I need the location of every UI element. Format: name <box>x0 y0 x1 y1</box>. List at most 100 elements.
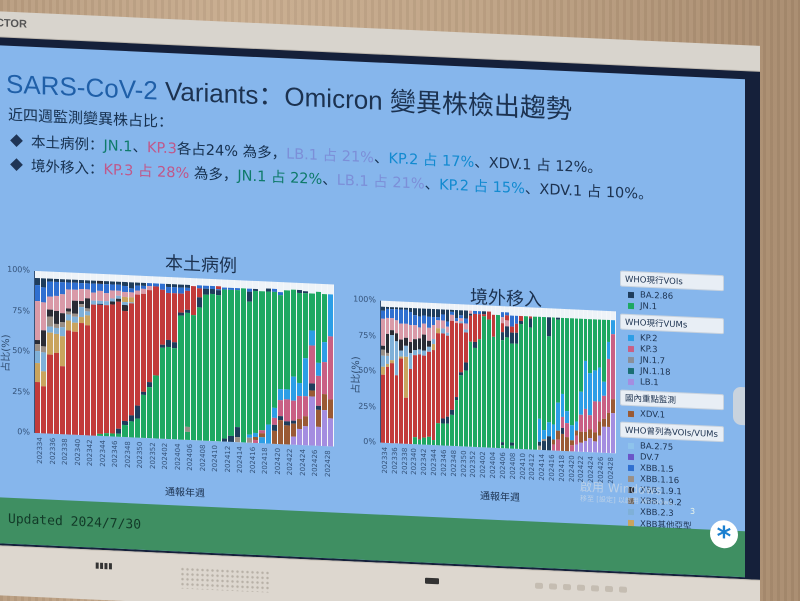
bar-segment <box>35 277 41 286</box>
stacked-bar-chart-imported <box>380 300 617 454</box>
bar-segment <box>574 444 579 452</box>
bar-segment <box>560 317 565 395</box>
bar-segment <box>53 334 59 354</box>
bar-segment <box>611 333 616 400</box>
bar-segment <box>246 437 253 443</box>
bar-segment <box>47 354 53 434</box>
bar-segment <box>140 293 147 392</box>
bar-segment <box>209 293 215 442</box>
monitor: ACTOR SARS-CoV-2 Variants：Omicron 變異株檢出趨… <box>0 10 760 601</box>
bar-segment <box>197 288 203 299</box>
bar-segment <box>35 381 41 434</box>
slide-side-handle[interactable] <box>733 386 745 426</box>
bar-segment <box>315 426 321 446</box>
bullet-part: JN.1 <box>103 138 133 156</box>
x-tick-label: 202334 <box>36 437 45 465</box>
x-tick-label: 202334 <box>380 446 389 474</box>
x-tick-label: 202428 <box>323 450 332 478</box>
bar-segment <box>178 315 184 440</box>
bar-segment <box>417 438 422 445</box>
bar-segment <box>546 316 551 337</box>
x-tick-label: 202414 <box>236 446 245 474</box>
bar-segment <box>53 352 59 435</box>
bar-segment <box>315 376 321 406</box>
x-tick-label: 202406 <box>186 443 195 471</box>
bar-segment <box>78 288 84 302</box>
legend-swatch-icon <box>628 302 634 309</box>
legend-label: LB.1 <box>640 376 659 388</box>
bar-segment <box>122 424 128 438</box>
usb-port <box>425 577 439 585</box>
bar-segment <box>228 289 234 436</box>
bar-segment <box>533 316 537 450</box>
bar-segment <box>463 310 468 319</box>
bullet-label: 本土病例： <box>31 134 104 155</box>
bar-segment <box>602 395 606 419</box>
bar-segment <box>234 427 240 438</box>
bar-segment <box>431 316 436 326</box>
bar-segment <box>408 311 413 326</box>
legend-swatch-icon <box>628 291 634 298</box>
bar-segment <box>321 342 328 363</box>
x-tick-label: 202342 <box>86 439 95 467</box>
bar-segment <box>215 295 222 442</box>
bar-segment <box>290 376 296 402</box>
x-tick-label: 202404 <box>489 451 498 479</box>
x-tick-label: 202414 <box>538 453 547 481</box>
bar-segment <box>321 410 328 447</box>
monitor-logo: ▮▮▮▮ <box>95 560 113 571</box>
bar-segment <box>551 424 556 440</box>
bar-segment <box>47 332 53 355</box>
bar-segment <box>328 336 334 400</box>
legend-group-title: WHO現行VUMs <box>620 313 724 335</box>
bar-segment <box>278 419 284 445</box>
bar-segment <box>422 323 427 335</box>
bar-segment <box>394 332 399 342</box>
x-tick-label: 202420 <box>567 455 576 483</box>
legend-group-title: WHO現行VOIs <box>620 270 724 292</box>
bar-segment <box>315 410 321 427</box>
bar-segment <box>321 361 328 395</box>
bar-segment <box>399 323 404 341</box>
bar-segment <box>35 362 41 382</box>
x-tick-label: 202348 <box>123 440 132 469</box>
bar-segment <box>510 343 514 444</box>
bar-segment <box>565 411 569 423</box>
bar-segment <box>178 293 184 313</box>
bar-segment <box>556 402 560 431</box>
bar-segment <box>190 315 197 441</box>
bar-segment <box>128 421 134 438</box>
bar-segment <box>560 433 565 451</box>
bar-segment <box>134 418 140 438</box>
bar-segment <box>53 310 59 324</box>
bar-segment <box>514 332 519 344</box>
bar-segment <box>593 318 597 371</box>
bar-segment <box>47 281 53 297</box>
legend-swatch-icon <box>628 519 634 526</box>
bar-segment <box>579 414 583 432</box>
bar-segment <box>404 323 408 338</box>
bar-segment <box>172 293 178 343</box>
bar-segment <box>259 290 265 431</box>
bar-segment <box>500 331 505 341</box>
bar-segment <box>47 309 53 318</box>
bar-segment <box>47 296 53 310</box>
bar-segment <box>259 436 265 444</box>
bar-segment <box>468 341 473 447</box>
x-tick-label: 202336 <box>390 447 399 475</box>
bar-segment <box>579 443 583 452</box>
bar-segment <box>41 352 47 372</box>
bar-segment <box>431 308 436 318</box>
bullet-part: 、 <box>424 176 440 194</box>
x-tick-label: 202346 <box>111 440 120 468</box>
bar-segment <box>278 294 284 390</box>
y-tick-label: 50% <box>12 345 30 356</box>
bar-segment <box>321 394 328 411</box>
bar-segment <box>103 432 109 437</box>
cdc-logo-icon: * <box>710 519 738 554</box>
bar-segment <box>147 290 153 383</box>
monitor-buttons[interactable] <box>535 582 627 593</box>
bar-segment <box>602 418 606 428</box>
bar-segment <box>59 294 66 314</box>
bar-segment <box>184 290 190 311</box>
